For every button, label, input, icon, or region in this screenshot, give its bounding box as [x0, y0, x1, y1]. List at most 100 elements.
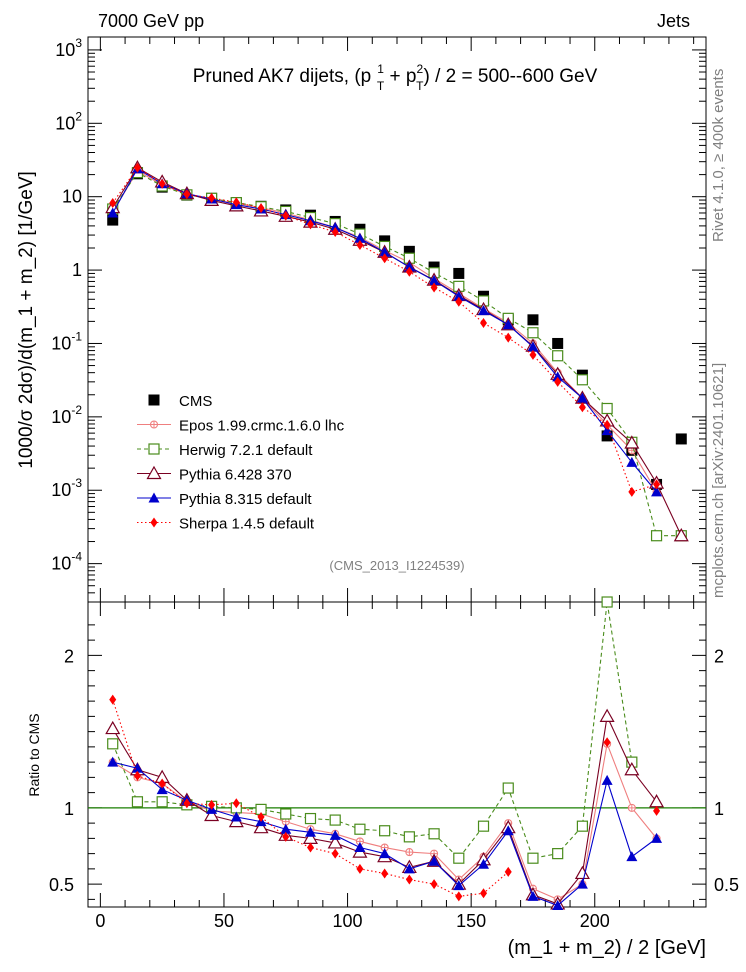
main-point-cms: [552, 337, 564, 349]
main-y-tick-label: 10-4: [51, 550, 82, 574]
main-point-sherpa-1-4-5-default: [455, 296, 463, 307]
plot-title: Pruned AK7 dijets, (p 1 T + p2 T) / 2 = 500…: [193, 62, 598, 93]
ratio-y-tick-label-right: 1: [714, 799, 724, 819]
ratio-y-axis-label: Ratio to CMS: [26, 713, 42, 796]
main-y-tick-label: 103: [55, 36, 82, 60]
tick-base: 10: [62, 187, 82, 207]
main-point-cms: [453, 267, 465, 279]
x-tick-label: 50: [214, 911, 234, 931]
ratio-point-pythia-8-315-default: [651, 832, 663, 843]
main-point-pythia-8-315-default: [107, 207, 119, 218]
main-point-sherpa-1-4-5-default: [504, 332, 512, 343]
tick-base: 10: [51, 480, 71, 500]
ratio-point-sherpa-1-4-5-default: [504, 866, 512, 877]
main-point-sherpa-1-4-5-default: [109, 198, 117, 209]
legend-label-herwig-7-2-1-default: Herwig 7.2.1 default: [179, 442, 313, 459]
main-point-pythia-6-428-370: [624, 435, 640, 449]
ratio-point-sherpa-1-4-5-default: [455, 891, 463, 902]
main-point-sherpa-1-4-5-default: [430, 282, 438, 293]
legend-label-pythia-8-315-default: Pythia 8.315 default: [179, 491, 312, 508]
ratio-point-sherpa-1-4-5-default: [133, 770, 141, 781]
ratio-point-pythia-6-428-370: [105, 720, 121, 735]
main-point-sherpa-1-4-5-default: [133, 162, 141, 173]
ratio-point-herwig-7-2-1-default: [403, 831, 415, 843]
ratio-point-sherpa-1-4-5-default: [282, 831, 290, 842]
main-point-sherpa-1-4-5-default: [603, 419, 611, 430]
main-point-pythia-8-315-default: [379, 246, 391, 257]
tick-exponent: -3: [71, 476, 82, 490]
ratio-point-herwig-7-2-1-default: [107, 738, 119, 750]
ratio-point-sherpa-1-4-5-default: [405, 874, 413, 885]
main-point-sherpa-1-4-5-default: [356, 239, 364, 250]
main-point-herwig-7-2-1-default: [527, 327, 539, 339]
ratio-point-herwig-7-2-1-default: [379, 825, 391, 837]
ratio-point-sherpa-1-4-5-default: [356, 863, 364, 874]
ratio-point-pythia-6-428-370: [253, 819, 269, 834]
ratio-point-pythia-8-315-default: [527, 890, 539, 901]
ratio-point-herwig-7-2-1-default: [131, 796, 144, 808]
main-y-tick-label: 10: [62, 187, 82, 207]
main-point-sherpa-1-4-5-default: [158, 178, 166, 189]
main-point-pythia-8-315-default: [453, 290, 465, 301]
main-point-pythia-8-315-default: [576, 392, 588, 403]
main-point-sherpa-1-4-5-default: [306, 219, 314, 230]
ratio-point-pythia-8-315-default: [478, 858, 490, 869]
ratio-point-pythia-8-315-default: [576, 878, 588, 889]
mcplots-credit-label: mcplots.cern.ch [arXiv:2401.10621]: [710, 363, 727, 598]
ratio-point-pythia-8-315-default: [453, 880, 465, 891]
ratio-data-group: [105, 596, 665, 910]
ratio-point-sherpa-1-4-5-default: [331, 848, 339, 859]
main-point-sherpa-1-4-5-default: [232, 197, 240, 208]
main-point-herwig-7-2-1-default: [552, 350, 564, 362]
ratio-point-pythia-8-315-default: [280, 823, 292, 834]
ratio-point-pythia-6-428-370: [599, 708, 615, 722]
ratio-point-herwig-7-2-1-default: [428, 828, 440, 840]
main-point-pythia-8-315-default: [527, 341, 539, 352]
main-point-pythia-8-315-default: [626, 456, 638, 467]
ratio-line-herwig-7-2-1-default: [112, 601, 633, 860]
tick-exponent: 2: [75, 109, 82, 123]
main-point-sherpa-1-4-5-default: [480, 318, 488, 329]
main-point-cms: [675, 433, 687, 445]
legend-label-pythia-6-428-370: Pythia 6.428 370: [179, 467, 292, 484]
main-y-tick-label: 102: [55, 109, 82, 133]
ratio-y-tick-label: 1: [64, 799, 74, 819]
main-point-sherpa-1-4-5-default: [257, 203, 265, 214]
ratio-point-sherpa-1-4-5-default: [183, 798, 191, 809]
ratio-point-sherpa-1-4-5-default: [603, 737, 611, 748]
ratio-point-pythia-6-428-370: [204, 807, 220, 822]
main-point-pythia-8-315-default: [552, 371, 564, 382]
tick-exponent: -4: [71, 550, 82, 564]
ratio-point-pythia-8-315-default: [626, 851, 638, 862]
ratio-point-pythia-6-428-370: [649, 794, 665, 808]
ratio-point-herwig-7-2-1-default: [576, 820, 589, 832]
ratio-point-sherpa-1-4-5-default: [653, 805, 661, 816]
analysis-id-label: (CMS_2013_I1224539): [329, 558, 464, 573]
ratio-point-herwig-7-2-1-default: [552, 848, 564, 860]
ratio-point-herwig-7-2-1-default: [477, 820, 490, 832]
main-point-herwig-7-2-1-default: [601, 402, 613, 415]
main-point-cms: [403, 245, 415, 257]
ratio-point-pythia-8-315-default: [329, 829, 341, 840]
ratio-point-pythia-8-315-default: [354, 842, 366, 853]
main-point-sherpa-1-4-5-default: [653, 479, 661, 490]
ratio-point-sherpa-1-4-5-default: [232, 798, 240, 809]
ratio-point-pythia-8-315-default: [107, 756, 119, 767]
x-tick-label: 0: [95, 911, 105, 931]
x-tick-label: 200: [580, 911, 610, 931]
jets-label: Jets: [657, 11, 690, 31]
main-y-tick-label: 10-3: [51, 476, 82, 500]
ratio-point-sherpa-1-4-5-default: [430, 879, 438, 890]
ratio-point-pythia-8-315-default: [379, 848, 391, 859]
main-y-axis-label: 1000/σ 2dσ)/d(m_1 + m_2) [1/GeV]: [16, 171, 37, 469]
ratio-point-pythia-6-428-370: [624, 762, 640, 776]
ratio-point-herwig-7-2-1-default: [280, 808, 292, 820]
main-point-cms: [428, 261, 440, 273]
ratio-point-pythia-8-315-default: [428, 855, 440, 866]
main-point-pythia-8-315-default: [403, 261, 415, 272]
main-data-group: [105, 160, 689, 542]
x-axis-label: (m_1 + m_2) / 2 [GeV]: [508, 937, 706, 959]
tick-base: 10: [55, 113, 75, 133]
ratio-point-herwig-7-2-1-default: [329, 814, 341, 826]
